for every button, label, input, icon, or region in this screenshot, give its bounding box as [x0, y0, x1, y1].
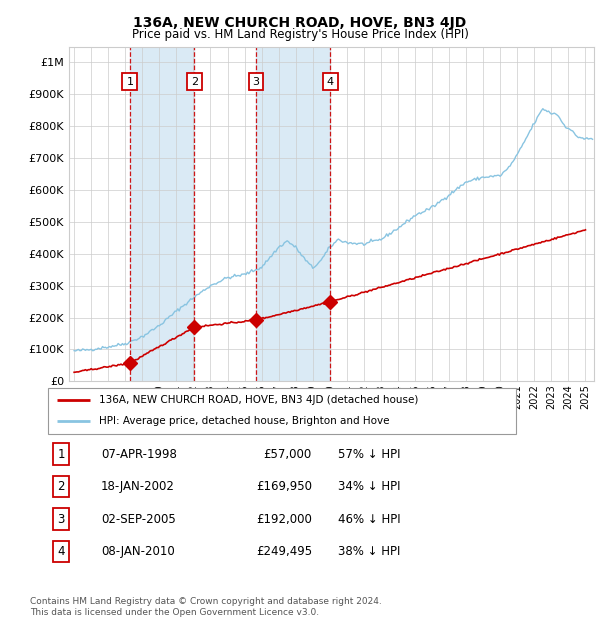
- Text: 136A, NEW CHURCH ROAD, HOVE, BN3 4JD (detached house): 136A, NEW CHURCH ROAD, HOVE, BN3 4JD (de…: [100, 395, 419, 405]
- Text: Contains HM Land Registry data © Crown copyright and database right 2024.
This d: Contains HM Land Registry data © Crown c…: [30, 598, 382, 617]
- Text: 02-SEP-2005: 02-SEP-2005: [101, 513, 176, 526]
- Text: 18-JAN-2002: 18-JAN-2002: [101, 480, 175, 493]
- Text: HPI: Average price, detached house, Brighton and Hove: HPI: Average price, detached house, Brig…: [100, 417, 390, 427]
- Text: 1: 1: [127, 77, 133, 87]
- Text: 3: 3: [253, 77, 259, 87]
- Text: 08-JAN-2010: 08-JAN-2010: [101, 545, 175, 558]
- Text: 4: 4: [327, 77, 334, 87]
- FancyBboxPatch shape: [48, 388, 516, 434]
- Text: Price paid vs. HM Land Registry's House Price Index (HPI): Price paid vs. HM Land Registry's House …: [131, 28, 469, 41]
- Text: £192,000: £192,000: [256, 513, 312, 526]
- Text: 1: 1: [58, 448, 65, 461]
- Text: 4: 4: [58, 545, 65, 558]
- Bar: [130, 46, 194, 381]
- Text: 57% ↓ HPI: 57% ↓ HPI: [338, 448, 401, 461]
- Text: 2: 2: [58, 480, 65, 493]
- Text: £169,950: £169,950: [256, 480, 312, 493]
- Text: 136A, NEW CHURCH ROAD, HOVE, BN3 4JD: 136A, NEW CHURCH ROAD, HOVE, BN3 4JD: [133, 16, 467, 30]
- Text: £249,495: £249,495: [256, 545, 312, 558]
- Text: 07-APR-1998: 07-APR-1998: [101, 448, 176, 461]
- Text: 38% ↓ HPI: 38% ↓ HPI: [338, 545, 401, 558]
- Text: 2: 2: [191, 77, 198, 87]
- Bar: [256, 46, 331, 381]
- Text: £57,000: £57,000: [264, 448, 312, 461]
- Text: 34% ↓ HPI: 34% ↓ HPI: [338, 480, 401, 493]
- Text: 3: 3: [58, 513, 65, 526]
- Text: 46% ↓ HPI: 46% ↓ HPI: [338, 513, 401, 526]
